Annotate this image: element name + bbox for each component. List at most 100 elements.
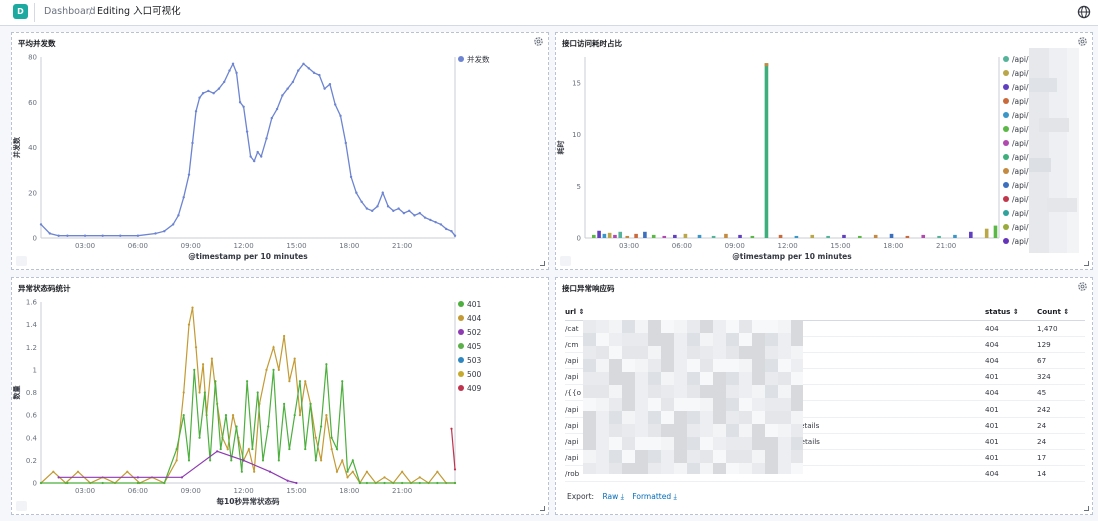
bar	[697, 234, 702, 238]
legend-item[interactable]: 404	[458, 311, 481, 325]
legend-item[interactable]: 502	[458, 325, 481, 339]
legend-label: 404	[467, 313, 482, 323]
legend-dot	[1003, 238, 1009, 244]
data-point	[175, 459, 178, 462]
data-point	[66, 234, 69, 237]
bar-segment	[764, 63, 769, 67]
legend-dot	[458, 56, 464, 62]
data-point	[180, 476, 184, 479]
legend-dot	[1003, 168, 1009, 174]
legend-item[interactable]: 500	[458, 367, 481, 381]
data-point	[214, 380, 217, 383]
data-point	[242, 459, 245, 462]
data-point	[249, 155, 252, 158]
legend-item[interactable]: /api/	[1003, 234, 1029, 248]
legend-item[interactable]: /api/	[1003, 192, 1029, 206]
y-tick-label: 10	[572, 131, 581, 139]
legend-label: /api/	[1012, 68, 1029, 78]
app-logo[interactable]: D	[13, 4, 28, 19]
legend-item[interactable]: /api/	[1003, 52, 1029, 66]
data-point	[434, 220, 437, 224]
column-header-url[interactable]: url ⇕	[565, 304, 985, 321]
panel-gear-icon[interactable]	[533, 36, 544, 47]
data-point	[453, 468, 457, 471]
legend-toggle-icon[interactable]	[560, 256, 571, 266]
resize-handle[interactable]	[1084, 506, 1089, 511]
chart-legend: 401 404 502 405 503 500 409	[458, 297, 481, 395]
data-point	[191, 141, 194, 145]
legend-item[interactable]: 401	[458, 297, 481, 311]
data-point	[307, 67, 310, 70]
data-point	[230, 459, 233, 462]
resize-handle[interactable]	[540, 506, 545, 511]
legend-toggle-icon[interactable]	[16, 256, 27, 266]
help-globe-icon[interactable]	[1077, 5, 1091, 19]
data-point	[187, 323, 191, 326]
y-tick-label: 40	[28, 144, 37, 152]
x-axis-label: @timestamp per 10 minutes	[188, 252, 308, 261]
data-point	[351, 459, 354, 462]
y-tick-label: 0.2	[26, 457, 37, 465]
y-tick-label: 0	[577, 235, 581, 243]
legend-dot	[458, 329, 464, 335]
legend-item[interactable]: /api/	[1003, 80, 1029, 94]
resize-handle[interactable]	[540, 261, 545, 266]
breadcrumb-dashboard[interactable]: Dashboard	[44, 6, 96, 17]
x-tick-label: 06:00	[128, 242, 148, 250]
legend-item[interactable]: /api/	[1003, 206, 1029, 220]
data-point	[429, 218, 432, 222]
chart-legend: /api/ /api/ /api/ /api/ /api/ /api/ /api/ /api/…	[1003, 52, 1029, 248]
legend-item[interactable]: /api/	[1003, 178, 1029, 192]
bar	[858, 235, 862, 238]
data-point	[418, 476, 421, 479]
legend-label: /api/	[1012, 138, 1029, 148]
legend-item[interactable]: 503	[458, 353, 481, 367]
panel-gear-icon[interactable]	[1077, 281, 1088, 292]
series-line-401	[41, 364, 455, 484]
data-point	[349, 175, 353, 179]
panel-avg-concurrency: 平均并发数 0 20 40 60 80 03:00 06:00 09:00 12:00 15:00…	[11, 32, 549, 270]
data-point	[198, 391, 201, 394]
column-header-count[interactable]: Count ⇕	[1037, 304, 1085, 321]
export-formatted-link[interactable]: Formatted ⤓	[632, 492, 677, 501]
bar	[651, 234, 656, 238]
data-point	[177, 214, 180, 217]
data-point	[57, 234, 60, 237]
data-point	[136, 481, 139, 485]
legend-item[interactable]: /api/	[1003, 108, 1029, 122]
data-point	[219, 447, 222, 451]
export-raw-link[interactable]: Raw ⤓	[602, 492, 624, 501]
series-line-502	[58, 450, 297, 484]
column-header-status[interactable]: status ⇕	[985, 304, 1037, 321]
legend-item[interactable]: /api/	[1003, 164, 1029, 178]
legend-item[interactable]: /api/	[1003, 150, 1029, 164]
data-point	[242, 105, 245, 108]
legend-label: /api/	[1012, 110, 1029, 120]
legend-item[interactable]: 405	[458, 339, 481, 353]
legend-item[interactable]: /api/	[1003, 220, 1029, 234]
y-tick-label: 1.2	[26, 344, 37, 352]
data-point	[203, 391, 206, 394]
data-point	[136, 234, 140, 237]
data-point	[304, 447, 307, 451]
bar	[889, 233, 894, 238]
data-point	[383, 476, 386, 479]
legend-item[interactable]: /api/	[1003, 122, 1029, 136]
legend-item[interactable]: 409	[458, 381, 481, 395]
data-point	[344, 141, 347, 145]
legend-item[interactable]: /api/	[1003, 94, 1029, 108]
data-point	[439, 223, 443, 226]
data-point	[223, 80, 226, 84]
cell-status: 401	[985, 368, 1037, 386]
data-point	[194, 110, 198, 113]
cell-count: 324	[1037, 368, 1085, 386]
data-point	[436, 470, 439, 473]
data-point	[245, 130, 249, 133]
legend-item[interactable]: 并发数	[458, 52, 490, 66]
resize-handle[interactable]	[1084, 261, 1089, 266]
legend-toggle-icon[interactable]	[16, 501, 27, 511]
legend-item[interactable]: /api/	[1003, 66, 1029, 80]
panel-gear-icon[interactable]	[1077, 36, 1088, 47]
data-point	[298, 380, 302, 383]
legend-item[interactable]: /api/	[1003, 136, 1029, 150]
